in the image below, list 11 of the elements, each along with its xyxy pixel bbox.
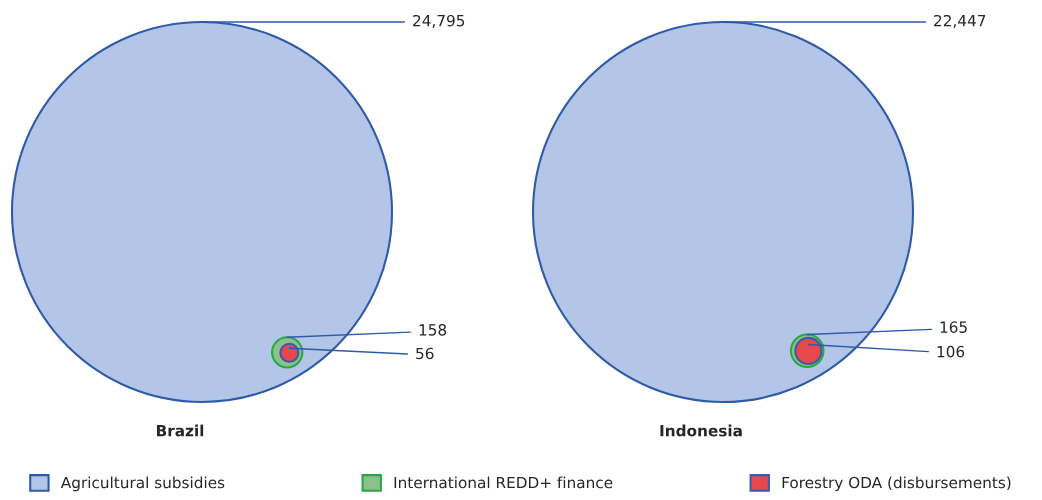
category-label: Indonesia (660, 424, 742, 437)
legend-label: Forestry ODA (disbursements) (782, 476, 1011, 492)
data-label: 158 (419, 324, 447, 336)
legend-label: International REDD+ finance (394, 476, 613, 489)
data-label: 22,447 (934, 14, 986, 28)
data-label: 106 (937, 345, 965, 358)
legend-label: Agricultural subsidies (60, 476, 225, 492)
data-label: 165 (940, 321, 967, 333)
data-label: 24,795 (413, 14, 465, 28)
category-label: Brazil (156, 424, 204, 437)
data-label: 56 (416, 347, 434, 360)
